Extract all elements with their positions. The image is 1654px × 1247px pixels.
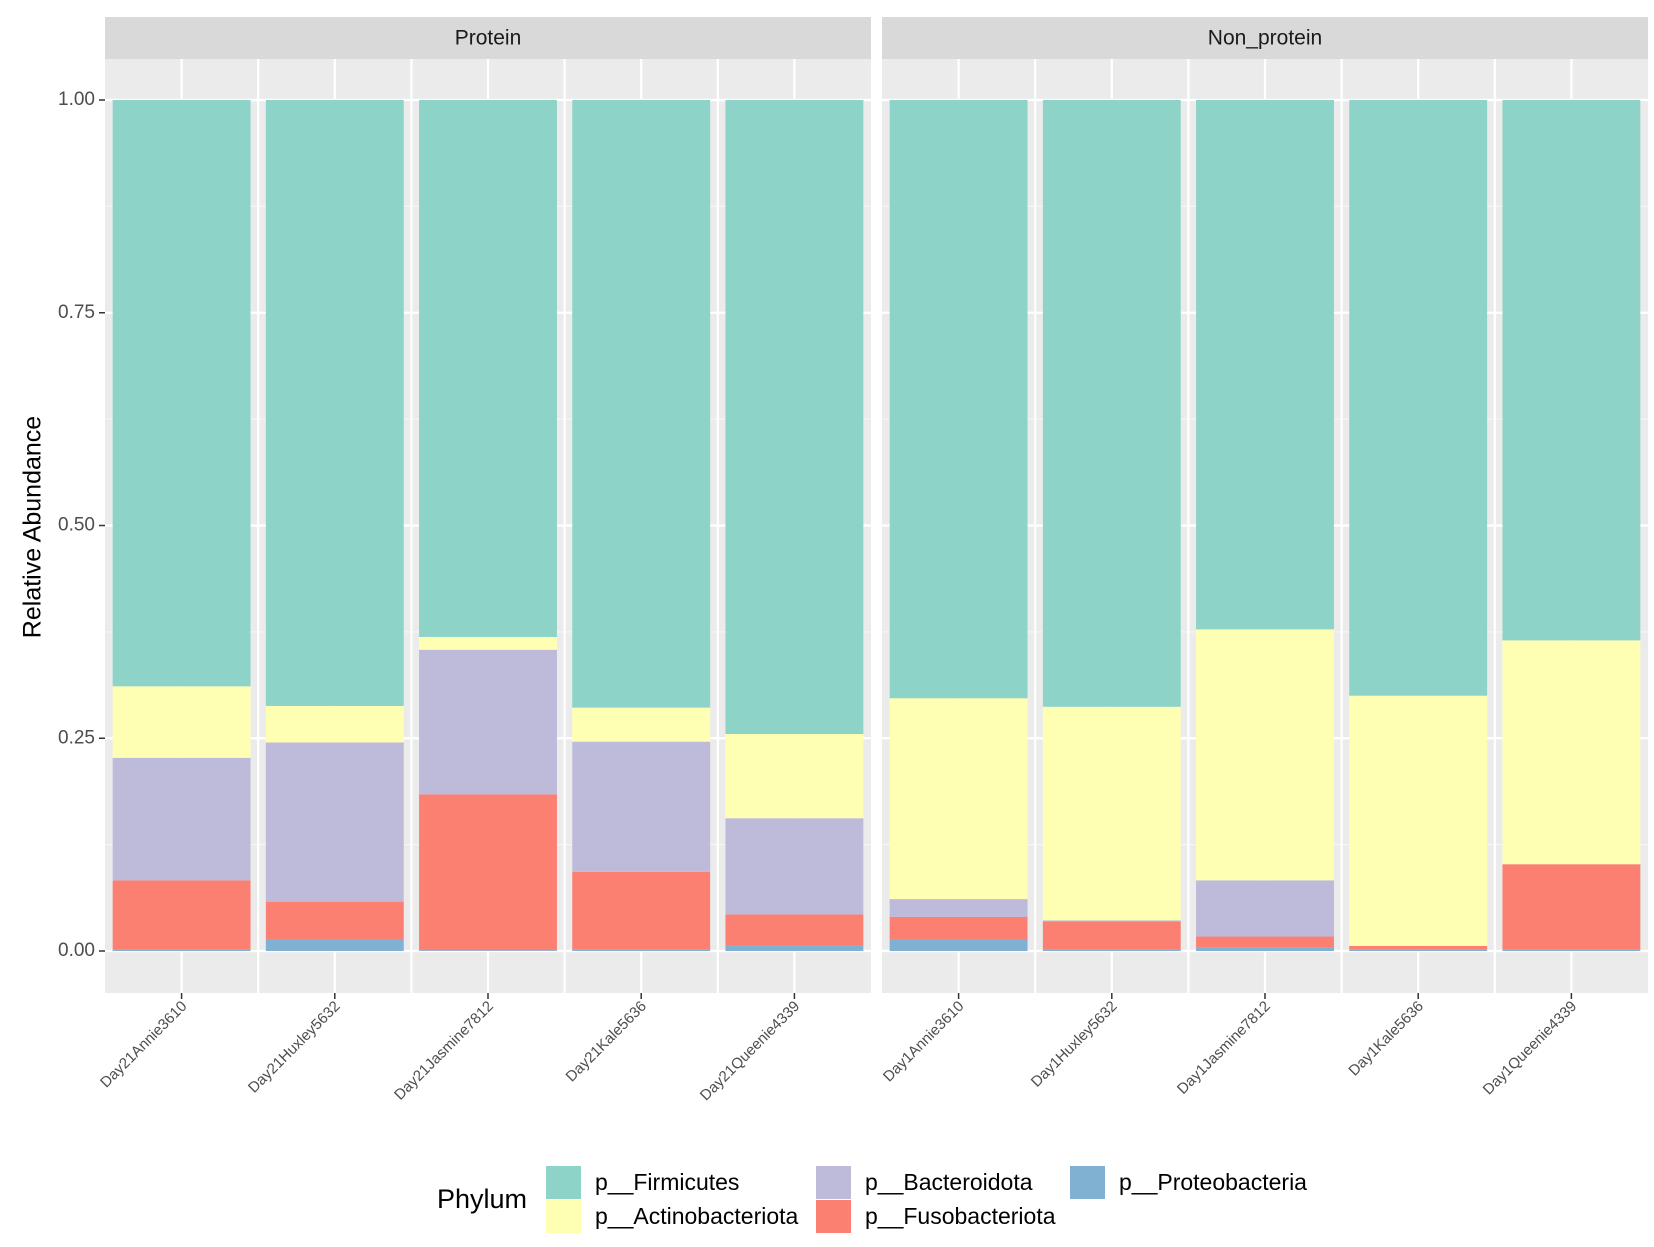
bar-segment-pfirmicutes [572,100,711,708]
bar-segment-pbacteroidota [1042,920,1181,922]
bar-segment-pfusobacteriota [1502,864,1641,950]
legend-swatch [816,1200,851,1233]
bar-segment-pfirmicutes [112,100,251,687]
legend-entry: p__Firmicutes [546,1166,739,1199]
bar-segment-pactinobacteriota [419,636,557,650]
bar-segment-pfusobacteriota [1196,936,1334,948]
bar-stack-Day1Annie3610 [889,100,1028,951]
bar-segment-pbacteroidota [112,757,251,881]
legend-label: p__Actinobacteriota [595,1203,799,1229]
bar-segment-pbacteroidota [265,742,404,902]
bar-segment-pproteobacteria [112,949,251,951]
bar-segment-pfusobacteriota [265,901,404,940]
bar-segment-pactinobacteriota [265,705,404,743]
bar-segment-pfusobacteriota [1042,921,1181,950]
bar-segment-pbacteroidota [419,649,557,795]
bar-segment-pfirmicutes [889,100,1028,699]
bar-segment-pproteobacteria [1196,947,1334,951]
bar-segment-pfusobacteriota [112,880,251,950]
bar-stack-Day1Huxley5632 [1042,100,1181,951]
legend-title: Phylum [437,1184,527,1214]
bar-segment-pfusobacteriota [889,916,1028,940]
y-tick-label: 0.50 [58,515,95,536]
legend: Phylum p__Firmicutes p__Actinobacteriota p_… [437,1166,1307,1233]
bar-stack-Day1Jasmine7812 [1196,100,1334,951]
bar-segment-pproteobacteria [1349,949,1488,951]
bar-segment-pfusobacteriota [419,794,557,951]
facet-strip [882,17,1648,59]
legend-entry: p__Fusobacteriota [816,1200,1056,1233]
bar-segment-pproteobacteria [889,939,1028,951]
y-axis: 0.00 0.25 0.50 0.75 1.00 [58,89,105,961]
y-tick-label: 1.00 [58,89,95,110]
legend-label: p__Bacteroidota [865,1169,1033,1195]
bar-segment-pactinobacteriota [112,686,251,758]
legend-swatch [546,1166,581,1199]
bar-stack-Day21Huxley5632 [265,100,404,951]
bar-segment-pactinobacteriota [725,733,864,819]
legend-entry: p__Proteobacteria [1070,1166,1307,1199]
bar-segment-pbacteroidota [725,818,864,915]
bar-segment-pproteobacteria [1502,949,1641,951]
bar-segment-pactinobacteriota [1349,695,1488,946]
bar-segment-pfirmicutes [1502,100,1641,641]
bar-segment-pbacteroidota [1196,880,1334,937]
bar-stack-Day21Queenie4339 [725,100,864,951]
bar-segment-pfirmicutes [725,100,864,734]
bar-segment-pactinobacteriota [1196,629,1334,881]
bar-segment-pfirmicutes [1042,100,1181,707]
bar-segment-pfusobacteriota [725,914,864,946]
y-axis-label: Relative Abundance [19,416,47,638]
bar-segment-pbacteroidota [572,741,711,872]
bar-segment-pfirmicutes [419,100,557,637]
bar-stack-Day1Queenie4339 [1502,100,1641,951]
bar-segment-pactinobacteriota [1502,640,1641,865]
legend-entry: p__Bacteroidota [816,1166,1033,1199]
legend-label: p__Firmicutes [595,1169,739,1195]
y-tick-label: 0.00 [58,940,95,961]
bar-segment-pfirmicutes [265,100,404,706]
legend-label: p__Proteobacteria [1119,1169,1307,1195]
bar-segment-pactinobacteriota [889,698,1028,900]
bar-segment-pproteobacteria [419,950,557,951]
facet-strip-label: Non_protein [1208,27,1322,50]
bar-segment-pfusobacteriota [572,871,711,950]
bar-segment-pproteobacteria [572,949,711,951]
bar-segment-pproteobacteria [1042,949,1181,951]
bar-segment-pfirmicutes [1349,100,1488,696]
bar-stack-Day21Jasmine7812 [419,100,557,951]
bar-stack-Day21Kale5636 [572,100,711,951]
bar-segment-pactinobacteriota [1042,706,1181,921]
legend-swatch [1070,1166,1105,1199]
bar-segment-pproteobacteria [725,945,864,951]
facet-strip-label: Protein [455,27,522,50]
bar-stack-Day1Kale5636 [1349,100,1488,951]
bar-stack-Day21Annie3610 [112,100,251,951]
legend-swatch [546,1200,581,1233]
bar-segment-pfirmicutes [1196,100,1334,630]
legend-label: p__Fusobacteriota [865,1203,1056,1229]
bar-segment-pbacteroidota [889,899,1028,917]
y-tick-label: 0.25 [58,727,95,748]
bar-segment-pactinobacteriota [572,707,711,742]
facet-strip [105,17,871,59]
legend-swatch [816,1166,851,1199]
legend-entry: p__Actinobacteriota [546,1200,799,1233]
bar-segment-pfusobacteriota [1349,945,1488,950]
bar-segment-pproteobacteria [265,939,404,951]
y-tick-label: 0.75 [58,302,95,323]
